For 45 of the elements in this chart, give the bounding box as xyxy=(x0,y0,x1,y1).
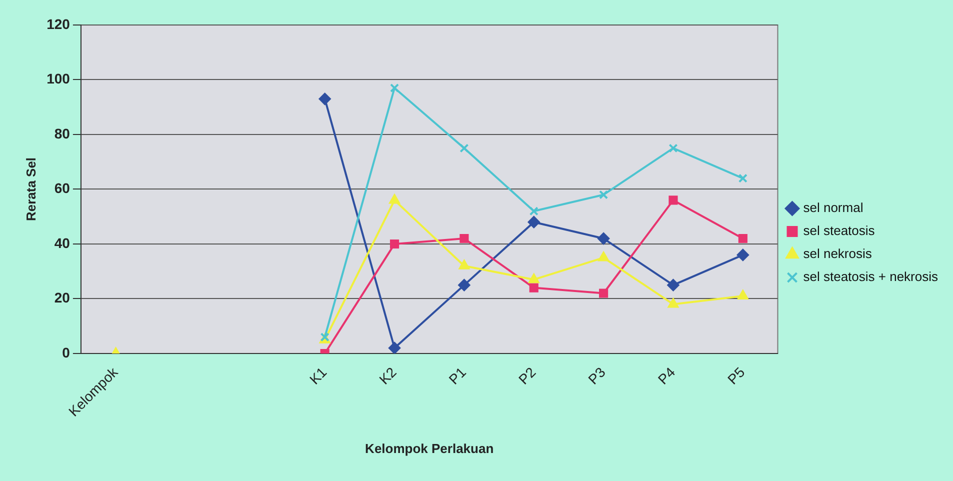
point xyxy=(668,196,678,205)
x-tick-label: P3 xyxy=(584,364,609,388)
x-tick-label: P4 xyxy=(654,364,678,388)
legend-label: sel steatosis xyxy=(803,223,876,238)
point xyxy=(390,83,400,92)
point xyxy=(667,279,680,292)
point xyxy=(390,239,400,249)
point xyxy=(599,190,608,200)
x-tick-label: P5 xyxy=(724,364,748,388)
legend-label: sel normal xyxy=(803,200,864,216)
point xyxy=(738,174,748,183)
y-tick-label: 120 xyxy=(46,16,70,32)
y-tick-label: 40 xyxy=(54,234,70,251)
point xyxy=(460,234,469,244)
point xyxy=(529,283,538,292)
point xyxy=(738,290,748,300)
point xyxy=(458,260,470,270)
x-tick-label: K1 xyxy=(306,364,330,388)
point xyxy=(389,194,400,204)
point xyxy=(460,144,469,153)
x-tick-label: K2 xyxy=(376,364,400,388)
x-tick-label: P2 xyxy=(515,364,539,388)
y-tick-label: 60 xyxy=(54,180,70,196)
x-tick-label: P1 xyxy=(446,364,470,388)
point xyxy=(528,216,540,228)
point xyxy=(599,288,608,298)
y-tick-label: 0 xyxy=(62,344,70,360)
point xyxy=(598,252,609,262)
point xyxy=(736,248,749,261)
y-axis-title: Rerata Sel xyxy=(23,157,38,222)
x-axis-title: Kelompok Perlakuan xyxy=(365,440,494,456)
point xyxy=(318,92,331,105)
y-tick-label: 100 xyxy=(46,70,70,87)
y-tick-label: 20 xyxy=(54,290,70,306)
point xyxy=(668,298,679,308)
y-tick-label: 80 xyxy=(54,125,70,142)
point xyxy=(738,234,748,244)
point xyxy=(458,279,470,292)
point xyxy=(388,342,401,354)
legend-label: sel nekrosis xyxy=(803,246,872,262)
point xyxy=(529,206,538,216)
point xyxy=(598,232,610,245)
point xyxy=(528,274,540,284)
legend-label: sel steatosis + nekrosis xyxy=(803,269,938,284)
point xyxy=(668,144,678,153)
